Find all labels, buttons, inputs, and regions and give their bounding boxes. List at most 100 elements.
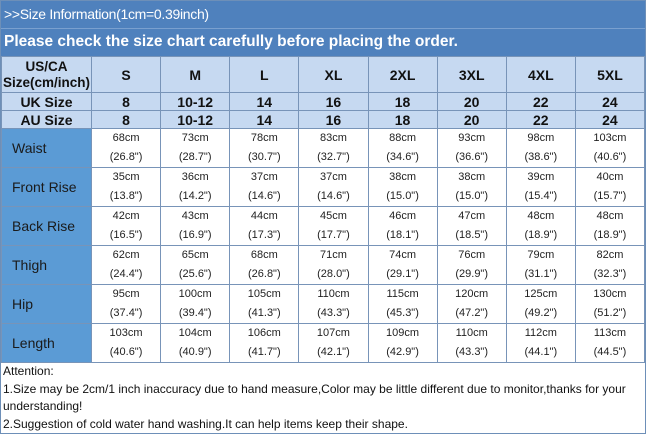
cm-value: 74cm	[389, 249, 417, 261]
uk-size-value: 24	[574, 92, 646, 111]
inch-value: (13.8")	[109, 190, 143, 202]
cm-value: 83cm	[319, 132, 347, 144]
inch-value: (31.1")	[524, 268, 558, 280]
measurement-cell: 68cm (26.8")	[229, 245, 300, 285]
measurement-cell: 39cm (15.4")	[505, 167, 576, 207]
cm-value: 43cm	[181, 210, 209, 222]
cm-value: 46cm	[389, 210, 417, 222]
measurement-cell: 103cm (40.6")	[90, 323, 162, 363]
inch-value: (28.0")	[317, 268, 350, 280]
cm-value: 107cm	[316, 327, 350, 339]
cm-value: 71cm	[319, 249, 347, 261]
cm-value: 113cm	[593, 327, 627, 339]
cm-value: 48cm	[596, 210, 624, 222]
measurement-cell: 110cm (43.3")	[298, 284, 369, 324]
row-label: AU Size	[1, 110, 92, 129]
cm-value: 79cm	[527, 249, 555, 261]
size-header: L	[229, 56, 300, 93]
inch-value: (51.2")	[593, 307, 627, 319]
au-size-value: 24	[574, 110, 646, 129]
corner-line: US/CA	[25, 58, 68, 74]
cm-value: 39cm	[527, 171, 555, 183]
cm-value: 104cm	[178, 327, 212, 339]
inch-value: (34.6")	[386, 151, 419, 163]
table-row: Back Rise 42cm (16.5") 43cm (16.9") 44cm (17.3…	[1, 206, 646, 246]
corner-line: Size(cm/inch)	[2, 74, 91, 90]
measurement-cell: 88cm (34.6")	[367, 128, 438, 168]
measurement-cell: 37cm (14.6")	[298, 167, 369, 207]
inch-value: (14.2")	[178, 190, 212, 202]
chart-title: >>Size Information(1cm=0.39inch)	[1, 1, 645, 29]
cm-value: 125cm	[524, 288, 558, 300]
measurement-cell: 83cm (32.7")	[298, 128, 369, 168]
row-label: Thigh	[1, 245, 92, 285]
inch-value: (41.7")	[247, 346, 281, 358]
table-row: Waist 68cm (26.8") 73cm (28.7") 78cm (30.7") 83…	[1, 128, 646, 168]
inch-value: (16.9")	[178, 229, 212, 241]
measurement-cell: 35cm (13.8")	[90, 167, 162, 207]
cm-value: 93cm	[458, 132, 486, 144]
cm-value: 95cm	[112, 288, 140, 300]
inch-value: (42.9")	[386, 346, 419, 358]
uk-size-value: 20	[436, 92, 507, 111]
size-header: 4XL	[505, 56, 576, 93]
measurement-cell: 78cm (30.7")	[229, 128, 300, 168]
cm-value: 38cm	[389, 171, 417, 183]
au-size-value: 8	[90, 110, 162, 129]
inch-value: (29.9")	[455, 268, 488, 280]
measurement-cell: 112cm (44.1")	[505, 323, 576, 363]
size-table: US/CA Size(cm/inch) S M L XL 2XL 3XL 4XL 5XL UK Si…	[1, 56, 646, 363]
measurement-cell: 37cm (14.6")	[229, 167, 300, 207]
cm-value: 68cm	[112, 132, 140, 144]
row-label: Length	[1, 323, 92, 363]
cm-value: 42cm	[112, 210, 140, 222]
table-row: Length 103cm (40.6") 104cm (40.9") 106cm (41.7…	[1, 323, 646, 363]
inch-value: (14.6")	[317, 190, 350, 202]
size-header: 3XL	[436, 56, 507, 93]
table-row: Hip 95cm (37.4") 100cm (39.4") 105cm (41.3") 11…	[1, 284, 646, 324]
measurement-cell: 125cm (49.2")	[505, 284, 576, 324]
cm-value: 78cm	[250, 132, 278, 144]
inch-value: (17.7")	[317, 229, 350, 241]
inch-value: (43.3")	[455, 346, 488, 358]
inch-value: (15.7")	[593, 190, 627, 202]
inch-value: (44.5")	[593, 346, 627, 358]
cm-value: 110cm	[455, 327, 488, 339]
inch-value: (49.2")	[524, 307, 558, 319]
inch-value: (26.8")	[109, 151, 143, 163]
cm-value: 37cm	[319, 171, 347, 183]
measurement-cell: 98cm (38.6")	[505, 128, 576, 168]
uk-size-value: 18	[367, 92, 438, 111]
inch-value: (38.6")	[524, 151, 558, 163]
uk-size-row: UK Size 8 10-12 14 16 18 20 22 24	[1, 92, 646, 111]
notes: Attention: 1.Size may be 2cm/1 inch inac…	[1, 363, 645, 433]
cm-value: 40cm	[596, 171, 624, 183]
inch-value: (29.1")	[386, 268, 419, 280]
inch-value: (14.6")	[247, 190, 281, 202]
measurement-cell: 46cm (18.1")	[367, 206, 438, 246]
chart-subtitle: Please check the size chart carefully be…	[4, 33, 458, 50]
cm-value: 36cm	[181, 171, 209, 183]
cm-value: 45cm	[319, 210, 347, 222]
inch-value: (30.7")	[247, 151, 281, 163]
measurement-cell: 65cm (25.6")	[160, 245, 231, 285]
cm-value: 82cm	[596, 249, 624, 261]
inch-value: (32.3")	[593, 268, 627, 280]
au-size-value: 14	[229, 110, 300, 129]
measurement-cell: 103cm (40.6")	[574, 128, 646, 168]
cm-value: 105cm	[247, 288, 281, 300]
uk-size-value: 8	[90, 92, 162, 111]
cm-value: 130cm	[593, 288, 627, 300]
uk-size-value: 14	[229, 92, 300, 111]
cm-value: 65cm	[181, 249, 209, 261]
measurement-cell: 113cm (44.5")	[574, 323, 646, 363]
measurement-cell: 100cm (39.4")	[160, 284, 231, 324]
cm-value: 115cm	[386, 288, 419, 300]
measurement-cell: 105cm (41.3")	[229, 284, 300, 324]
measurement-cell: 71cm (28.0")	[298, 245, 369, 285]
inch-value: (28.7")	[178, 151, 212, 163]
inch-value: (18.1")	[386, 229, 419, 241]
inch-value: (40.9")	[178, 346, 212, 358]
measurement-cell: 68cm (26.8")	[90, 128, 162, 168]
